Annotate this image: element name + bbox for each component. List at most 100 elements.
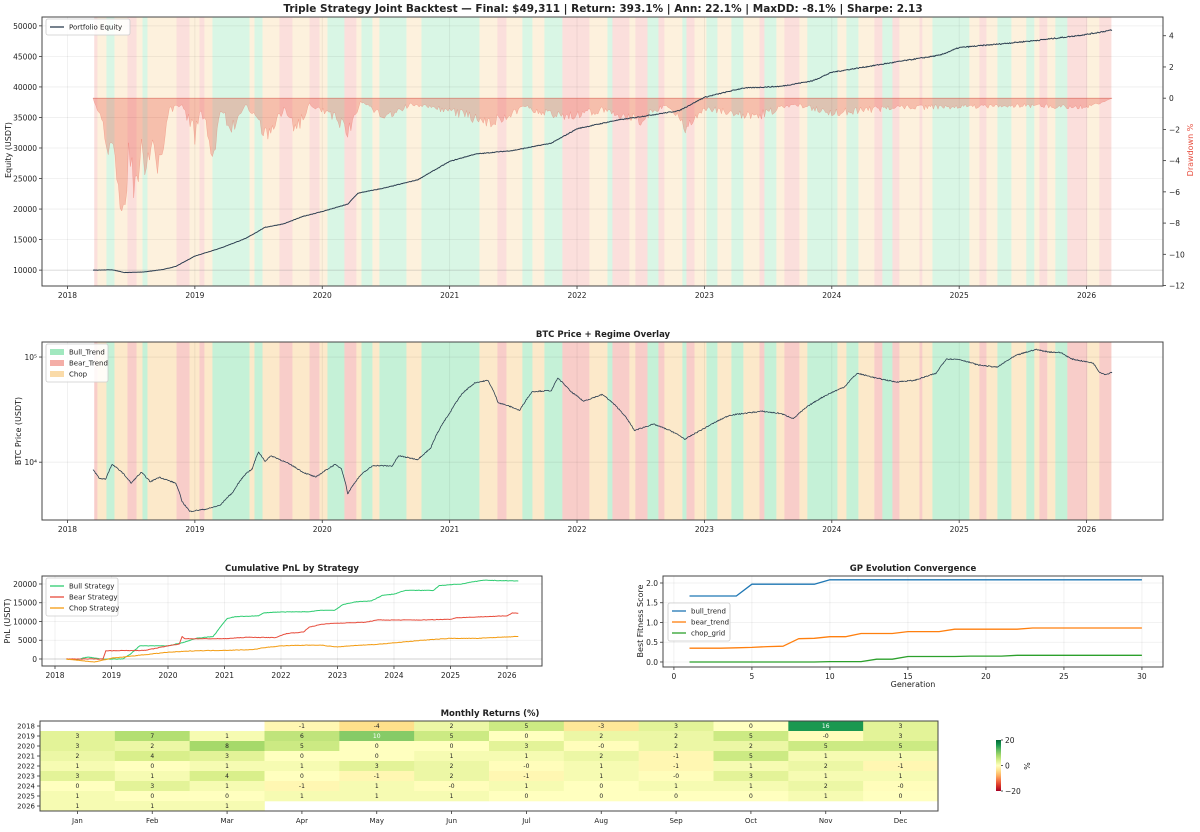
chop-band [969, 342, 980, 520]
chop-band [1087, 342, 1100, 520]
plot-area [663, 576, 1163, 667]
chop-band [506, 17, 523, 286]
chop-band [589, 342, 608, 520]
bear-trend-band [784, 342, 800, 520]
bear-trend-band [979, 17, 987, 286]
chop-band [1047, 17, 1056, 286]
bear-trend-band [686, 342, 695, 520]
heatmap-cell [563, 741, 639, 752]
heatmap-cell [489, 781, 565, 792]
heatmap-cell-label: 0 [150, 793, 154, 800]
heatmap-cell [638, 731, 714, 742]
column-label: Nov [819, 817, 833, 825]
bear-trend-band [279, 17, 293, 286]
chop-band [694, 17, 707, 286]
heatmap-cell [339, 761, 415, 772]
heatmap-cell-label: -0 [673, 773, 679, 780]
right-y-tick-label: 4 [1169, 32, 1174, 41]
bull-trend-band [142, 17, 148, 286]
x-tick-label: 5 [750, 672, 755, 681]
heatmap-cell [414, 781, 490, 792]
column-label: Sep [669, 817, 683, 825]
heatmap-cell-label: 5 [824, 743, 828, 750]
heatmap-cell-label: 1 [824, 793, 828, 800]
bear-trend-band [1067, 342, 1088, 520]
heatmap-cell [264, 721, 340, 732]
legend-box [45, 577, 119, 617]
heatmap-cell-label: 1 [824, 773, 828, 780]
cumulative-pnl-chart: 2018 2019 2020 2021 2022 2023 2024 2025 2026 0 500… [13, 575, 543, 680]
x-tick-label: 2023 [695, 525, 714, 534]
heatmap-cell-label: 2 [674, 743, 678, 750]
bear-trend-band [176, 17, 190, 286]
bull-trend-band [607, 342, 613, 520]
chop-band [479, 17, 498, 286]
colorbar-tick-label: −20 [1005, 787, 1021, 796]
y-tick-label: 45000 [13, 52, 37, 61]
row-label: 2022 [17, 763, 35, 771]
heatmap-cell [788, 771, 864, 782]
heatmap-cell [414, 721, 490, 732]
legend-swatch [50, 360, 64, 366]
chop-band [249, 342, 255, 520]
heatmap-cell-label: 0 [300, 753, 304, 760]
bear-trend-band [1039, 342, 1048, 520]
heatmap-cell [638, 751, 714, 762]
heatmap-cell-label: 2 [824, 763, 828, 770]
y-tick-label: 0 [32, 655, 37, 664]
y-tick-label: 15000 [13, 599, 37, 608]
right-y-tick-label: −2 [1169, 125, 1180, 134]
heatmap-cell [40, 731, 116, 742]
heatmap-cell-label: -0 [449, 783, 455, 790]
heatmap-cell-label: 1 [150, 803, 154, 810]
heatmap-cell [788, 791, 864, 802]
chop-band [204, 342, 213, 520]
plot-area [42, 17, 1163, 286]
heatmap-cell [264, 791, 340, 802]
bull-trend-band [882, 17, 893, 286]
bull-trend-band [421, 342, 480, 520]
legend-label: Chop [69, 371, 88, 379]
bear-trend-band [919, 17, 923, 286]
heatmap-cell-label: -0 [898, 783, 904, 790]
colorbar-tick-label: 20 [1005, 736, 1015, 745]
bear-trend-band [759, 342, 765, 520]
heatmap-cell [264, 781, 340, 792]
x-tick-label: 2019 [185, 291, 204, 300]
heatmap-cell-label: 1 [824, 753, 828, 760]
heatmap-cell-label: 1 [525, 753, 529, 760]
column-label: Mar [220, 817, 233, 825]
heatmap-cell-label: -1 [299, 723, 305, 730]
bear-trend-band [562, 17, 590, 286]
chop-band [147, 342, 177, 520]
bear-trend-band [635, 342, 648, 520]
right-y-tick-label: 2 [1169, 63, 1174, 72]
equity-chart: 2018 2019 2020 2021 2022 2023 2024 2025 2026 1000… [13, 16, 1185, 300]
heatmap-cell [788, 761, 864, 772]
heatmap-cell-label: -1 [673, 753, 679, 760]
chop-band [372, 342, 380, 520]
chop-band [1011, 17, 1027, 286]
right-y-tick-label: −10 [1169, 250, 1185, 259]
bear-trend-band [612, 17, 630, 286]
x-tick-label: 2019 [185, 525, 204, 534]
bull-trend-band [212, 342, 250, 520]
x-tick-label: 2026 [1077, 525, 1096, 534]
heatmap-cell [189, 771, 265, 782]
heatmap-cell [40, 801, 116, 812]
heatmap-cell [863, 781, 939, 792]
chop-band [189, 342, 200, 520]
bull-trend-band [807, 342, 838, 520]
chop-band [262, 342, 280, 520]
legend-swatch [50, 349, 64, 355]
bear-trend-band [279, 342, 293, 520]
heatmap-cell-label: 1 [225, 783, 229, 790]
bull-trend-band [997, 342, 1012, 520]
heatmap-cell-label: 1 [150, 773, 154, 780]
bull-trend-band [544, 17, 563, 286]
heatmap-cell [40, 771, 116, 782]
chop-band [292, 342, 310, 520]
heatmap-cell [189, 751, 265, 762]
heatmap-cell-label: 0 [300, 773, 304, 780]
heatmap-title: Monthly Returns (%) [441, 709, 540, 719]
